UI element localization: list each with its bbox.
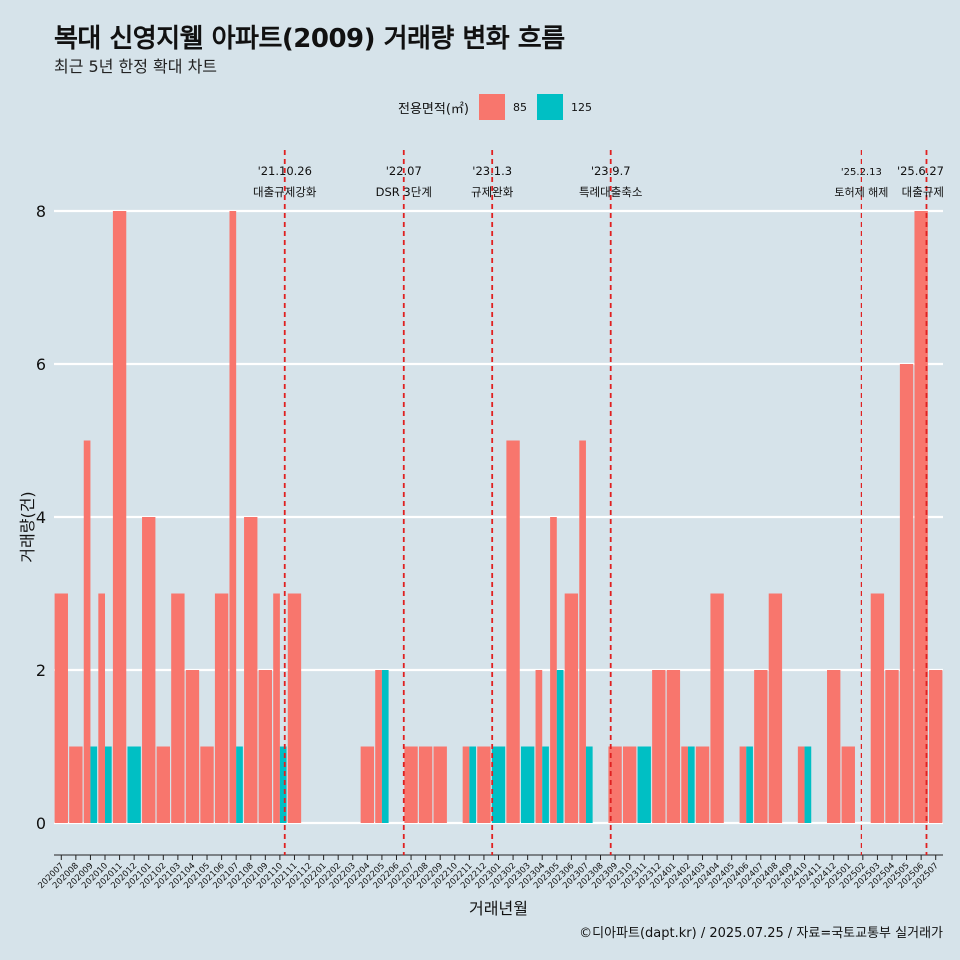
bar-125-202110 bbox=[279, 746, 287, 823]
y-tick-label: 0 bbox=[36, 814, 46, 833]
bar-85-202106 bbox=[214, 593, 229, 823]
bar-85-202402 bbox=[681, 746, 688, 823]
bar-85-202503 bbox=[870, 593, 885, 823]
bar-125-202311 bbox=[637, 746, 651, 823]
bar-85-202105 bbox=[200, 746, 214, 823]
bar-85-202009 bbox=[83, 440, 91, 823]
event-label: 토허제 해제 bbox=[834, 185, 888, 199]
source-caption: ©디아파트(dapt.kr) / 2025.07.25 / 자료=국토교통부 실… bbox=[579, 926, 943, 941]
bar-85-202406 bbox=[739, 746, 747, 823]
bar-85-202109 bbox=[258, 670, 273, 823]
bar-85-202101 bbox=[142, 517, 156, 823]
bar-85-202107 bbox=[229, 211, 237, 823]
bar-85-202208 bbox=[418, 746, 433, 823]
bar-125-202009 bbox=[90, 746, 98, 823]
y-tick-label: 6 bbox=[36, 355, 46, 374]
bar-125-202010 bbox=[105, 746, 112, 823]
bar-125-202410 bbox=[804, 746, 812, 823]
x-axis-title: 거래년월 bbox=[469, 899, 528, 918]
bar-85-202507 bbox=[929, 670, 943, 823]
bar-85-202401 bbox=[666, 670, 681, 823]
bar-85-202212 bbox=[477, 746, 491, 823]
bar-85-202103 bbox=[171, 593, 185, 823]
bar-85-202309 bbox=[608, 746, 622, 823]
event-date: '22.07 bbox=[386, 164, 422, 178]
bar-125-202305 bbox=[556, 670, 564, 823]
bar-125-202303 bbox=[520, 746, 535, 823]
event-date: '21.10.26 bbox=[258, 164, 312, 178]
bar-85-202204 bbox=[360, 746, 375, 823]
event-date: '23.9.7 bbox=[591, 164, 631, 178]
y-tick-label: 4 bbox=[36, 508, 46, 527]
bar-85-202007 bbox=[54, 593, 68, 823]
legend-swatch-85 bbox=[478, 94, 505, 120]
bar-85-202108 bbox=[244, 517, 258, 823]
bar-85-202407 bbox=[754, 670, 768, 823]
bar-125-202406 bbox=[746, 746, 753, 823]
chart-title: 복대 신영지웰 아파트(2009) 거래량 변화 흐름 bbox=[54, 24, 565, 54]
bar-85-202111 bbox=[287, 593, 302, 823]
legend-label-85: 85 bbox=[512, 100, 527, 114]
bar-125-202211 bbox=[469, 746, 477, 823]
bar-85-202110 bbox=[273, 593, 280, 823]
legend-label-125: 125 bbox=[570, 100, 592, 114]
bar-85-202207 bbox=[404, 746, 418, 823]
bar-85-202307 bbox=[579, 440, 586, 823]
bar-125-202307 bbox=[585, 746, 593, 823]
bar-125-202402 bbox=[687, 746, 695, 823]
bar-85-202310 bbox=[622, 746, 637, 823]
y-tick-label: 8 bbox=[36, 202, 46, 221]
legend: 전용면적(㎡) 85 125 bbox=[398, 93, 602, 121]
legend-swatch-125 bbox=[536, 94, 563, 120]
bar-125-202012 bbox=[127, 746, 141, 823]
bar-85-202209 bbox=[433, 746, 447, 823]
event-date: '25.2.13 bbox=[841, 167, 882, 178]
bar-85-202008 bbox=[69, 746, 83, 823]
chart-subtitle: 최근 5년 한정 확대 차트 bbox=[54, 57, 218, 76]
bar-85-202010 bbox=[98, 593, 106, 823]
bar-125-202205 bbox=[381, 670, 389, 823]
event-date: '25.6.27 bbox=[897, 164, 944, 178]
bar-85-202104 bbox=[185, 670, 200, 823]
bar-125-202304 bbox=[542, 746, 549, 823]
event-date: '23.1.3 bbox=[472, 164, 512, 178]
bar-125-202107 bbox=[236, 746, 243, 823]
bar-85-202404 bbox=[710, 593, 724, 823]
bar-85-202306 bbox=[564, 593, 579, 823]
legend-title: 전용면적(㎡) bbox=[398, 101, 469, 117]
bar-85-202305 bbox=[550, 517, 557, 823]
bar-85-202011 bbox=[112, 211, 127, 823]
event-label: 대출규제 bbox=[902, 185, 944, 199]
bar-85-202410 bbox=[797, 746, 805, 823]
bar-85-202505 bbox=[899, 364, 914, 823]
bar-85-202205 bbox=[375, 670, 382, 823]
bar-85-202312 bbox=[652, 670, 666, 823]
bar-85-202506 bbox=[914, 211, 928, 823]
bar-85-202302 bbox=[506, 440, 520, 823]
bar-85-202211 bbox=[462, 746, 470, 823]
event-label: 규제완화 bbox=[471, 185, 514, 199]
bar-85-202501 bbox=[841, 746, 855, 823]
bar-85-202403 bbox=[695, 746, 710, 823]
bar-85-202412 bbox=[827, 670, 841, 823]
bar-125-202301 bbox=[491, 746, 506, 823]
event-label: DSR 3단계 bbox=[376, 185, 432, 199]
bar-85-202408 bbox=[768, 593, 783, 823]
bar-85-202304 bbox=[535, 670, 543, 823]
event-label: 대출규제강화 bbox=[253, 185, 317, 199]
y-tick-label: 2 bbox=[36, 661, 46, 680]
bar-85-202504 bbox=[885, 670, 899, 823]
bar-85-202102 bbox=[156, 746, 170, 823]
y-axis-title: 거래량(건) bbox=[18, 491, 37, 562]
event-label: 특례대출축소 bbox=[579, 185, 642, 199]
